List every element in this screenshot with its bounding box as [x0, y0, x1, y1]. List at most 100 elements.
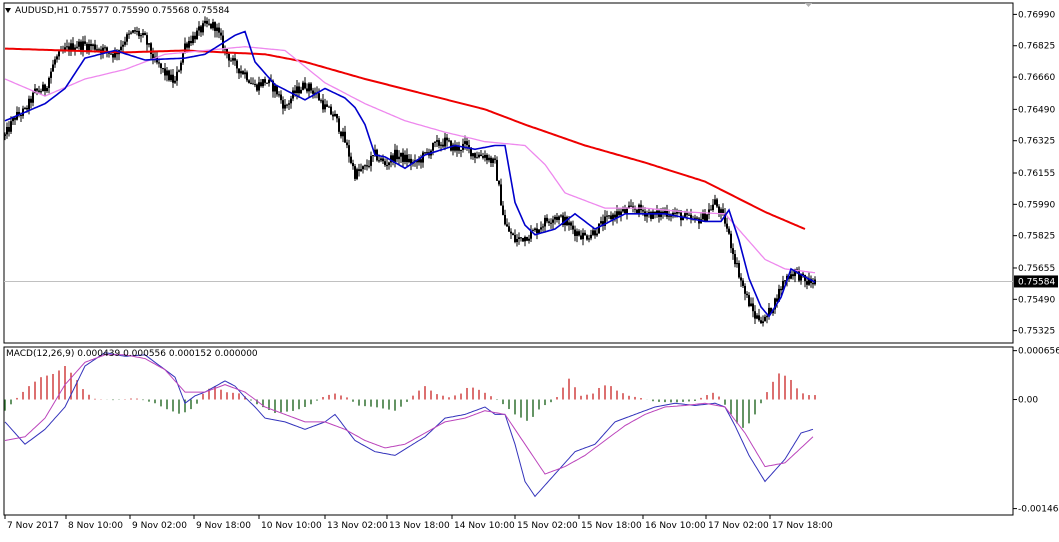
candle-body	[294, 90, 296, 93]
candle-body	[676, 211, 678, 214]
candle-body	[744, 285, 746, 294]
close-value: 0.75584	[192, 6, 230, 16]
time-axis-label: 9 Nov 02:00	[132, 521, 187, 531]
candle-body	[788, 275, 790, 279]
candle-body	[582, 232, 584, 240]
timeframe-label: H1	[56, 6, 70, 16]
candle-body	[516, 238, 518, 243]
candle-body	[494, 158, 496, 160]
time-axis-label: 13 Nov 02:00	[327, 521, 388, 531]
candle-body	[470, 147, 472, 157]
candle-body	[264, 79, 266, 83]
candle-body	[508, 226, 510, 232]
macd-label: MACD(12,26,9)	[6, 349, 75, 359]
candle-body	[424, 152, 426, 154]
current-price-label: 0.75584	[1018, 277, 1055, 287]
main-chart-header: AUDUSD,H1 0.75577 0.75590 0.75568 0.7558…	[5, 6, 230, 17]
candle-body	[672, 212, 674, 217]
time-axis-label: 7 Nov 2017	[7, 521, 59, 531]
candle-body	[668, 215, 670, 217]
candle-body	[280, 94, 282, 101]
candle-body	[242, 71, 244, 75]
candle-body	[656, 210, 658, 215]
candle-body	[798, 269, 800, 281]
candle-body	[116, 52, 118, 55]
candle-body	[188, 41, 190, 48]
candle-body	[18, 111, 20, 115]
candle-body	[476, 157, 478, 159]
candle-body	[734, 253, 736, 265]
candle-body	[208, 23, 210, 25]
candle-body	[760, 320, 762, 324]
dropdown-triangle-icon[interactable]	[5, 8, 11, 13]
candle-body	[572, 225, 574, 230]
candle-body	[642, 210, 644, 212]
candle-body	[10, 121, 12, 132]
candle-body	[800, 273, 802, 281]
macd-value-4: 0.000000	[214, 349, 258, 359]
candle-body	[600, 221, 602, 224]
candle-body	[158, 62, 160, 64]
candle-body	[252, 83, 254, 85]
candle-body	[44, 84, 46, 92]
candle-body	[148, 43, 150, 45]
candle-body	[804, 275, 806, 282]
moving-average-line-1	[5, 47, 806, 230]
candle-body	[722, 209, 724, 214]
candle-body	[794, 269, 796, 277]
time-axis-label: 14 Nov 10:00	[454, 521, 515, 531]
candle-body	[584, 232, 586, 236]
candle-body	[136, 30, 138, 32]
candle-body	[334, 113, 336, 117]
candle-body	[400, 152, 402, 157]
candle-body	[250, 82, 252, 84]
candle-body	[344, 131, 346, 143]
candle-body	[266, 82, 268, 84]
candle-body	[76, 46, 78, 48]
candle-body	[652, 211, 654, 219]
candle-body	[730, 233, 732, 249]
candle-body	[780, 288, 782, 291]
candle-body	[356, 169, 358, 179]
candle-body	[708, 209, 710, 215]
candle-body	[634, 208, 636, 210]
candle-body	[28, 98, 30, 110]
candle-body	[452, 144, 454, 151]
candle-body	[606, 215, 608, 217]
candle-body	[260, 82, 262, 87]
candle-body	[532, 230, 534, 232]
candle-body	[80, 41, 82, 50]
candle-body	[594, 230, 596, 236]
candle-body	[720, 209, 722, 213]
current-price-badge	[1014, 275, 1058, 288]
candle-body	[480, 154, 482, 157]
moving-average-line-2	[4, 46, 816, 274]
candle-body	[374, 149, 376, 156]
macd-header: MACD(12,26,9) 0.000439 0.000556 0.000152…	[6, 349, 258, 360]
candle-body	[712, 204, 714, 211]
candle-body	[418, 159, 420, 163]
candle-body	[114, 52, 116, 58]
candle-body	[368, 165, 370, 167]
candle-body	[50, 71, 52, 78]
candle-body	[460, 149, 462, 151]
candle-body	[710, 209, 712, 211]
candle-body	[220, 32, 222, 36]
candle-body	[626, 208, 628, 214]
candle-body	[556, 216, 558, 220]
macd-main-line	[4, 352, 814, 498]
candle-body	[4, 134, 6, 136]
time-axis-label: 8 Nov 10:00	[68, 521, 123, 531]
price-axis-label: 0.75655	[1018, 264, 1055, 274]
candle-body	[810, 278, 812, 284]
candle-body	[310, 83, 312, 91]
macd-histogram-group	[4, 365, 816, 428]
price-axis-label: 0.76825	[1018, 42, 1055, 52]
candle-body	[72, 43, 74, 51]
candle-body	[40, 91, 42, 93]
candle-body	[576, 231, 578, 236]
candle-body	[274, 85, 276, 92]
candle-body	[286, 104, 288, 106]
